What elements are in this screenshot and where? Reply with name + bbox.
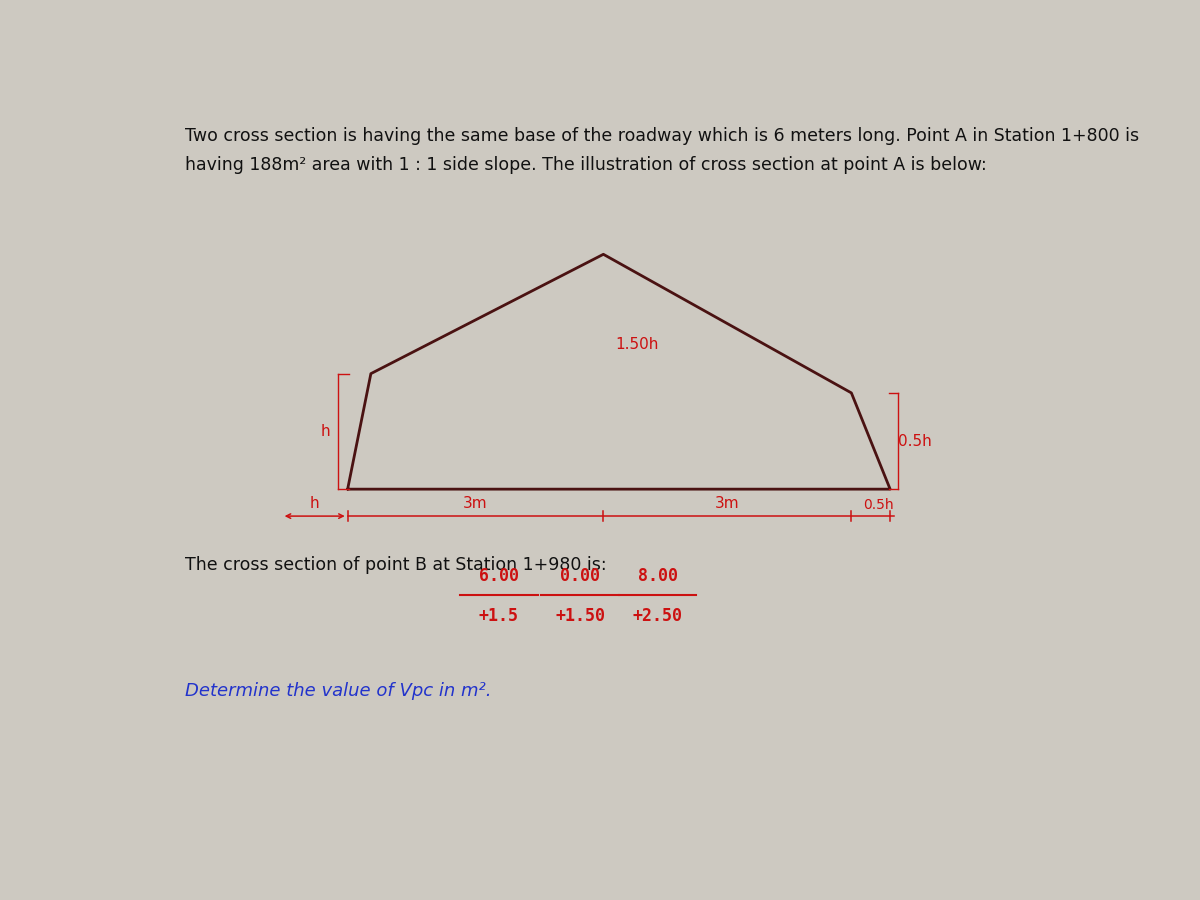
Text: 0.00: 0.00 — [560, 567, 600, 585]
Text: Two cross section is having the same base of the roadway which is 6 meters long.: Two cross section is having the same bas… — [185, 127, 1139, 145]
Text: The cross section of point B at Station 1+980 is:: The cross section of point B at Station … — [185, 556, 606, 574]
Text: h: h — [310, 497, 319, 511]
Text: h: h — [320, 424, 330, 439]
Text: 0.5h: 0.5h — [898, 434, 931, 448]
Text: Determine the value of Vpc in m².: Determine the value of Vpc in m². — [185, 681, 491, 699]
Text: +1.5: +1.5 — [479, 607, 518, 625]
Text: +2.50: +2.50 — [632, 607, 683, 625]
Text: 3m: 3m — [715, 497, 739, 511]
Text: +1.50: +1.50 — [556, 607, 605, 625]
Text: 8.00: 8.00 — [637, 567, 678, 585]
Text: 3m: 3m — [463, 497, 488, 511]
Text: having 188m² area with 1 : 1 side slope. The illustration of cross section at po: having 188m² area with 1 : 1 side slope.… — [185, 156, 986, 174]
Text: 6.00: 6.00 — [479, 567, 518, 585]
Text: 0.5h: 0.5h — [863, 499, 894, 512]
Text: 1.50h: 1.50h — [616, 338, 659, 352]
